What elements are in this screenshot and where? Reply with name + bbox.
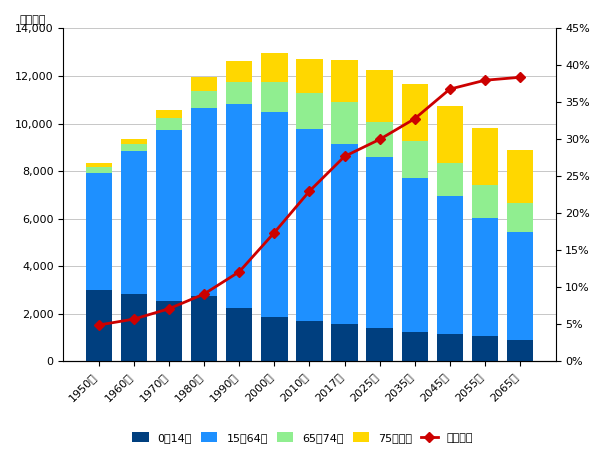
- 高齢化率: [446, 86, 453, 92]
- Bar: [226, 104, 252, 308]
- 高齢化率: [341, 154, 348, 159]
- Bar: [402, 141, 428, 178]
- Bar: [86, 163, 112, 168]
- Bar: [261, 317, 287, 361]
- 高齢化率: [270, 230, 278, 235]
- Bar: [156, 118, 182, 130]
- Bar: [437, 163, 463, 196]
- 高齢化率: [95, 322, 102, 328]
- Bar: [86, 168, 112, 173]
- 高齢化率: [411, 116, 418, 121]
- Bar: [472, 336, 498, 361]
- Bar: [86, 173, 112, 291]
- Bar: [437, 196, 463, 335]
- Bar: [86, 291, 112, 361]
- Bar: [226, 308, 252, 361]
- Bar: [191, 109, 217, 296]
- Bar: [332, 60, 358, 102]
- Bar: [261, 113, 287, 317]
- Bar: [367, 158, 393, 328]
- 高齢化率: [481, 78, 488, 83]
- Bar: [507, 232, 533, 340]
- Bar: [261, 82, 287, 113]
- Bar: [507, 340, 533, 361]
- 高齢化率: [200, 291, 208, 296]
- Bar: [121, 138, 147, 144]
- Bar: [332, 324, 358, 361]
- Bar: [367, 70, 393, 122]
- Bar: [437, 106, 463, 163]
- Bar: [507, 150, 533, 203]
- Bar: [121, 294, 147, 361]
- Bar: [402, 84, 428, 141]
- Legend: 0～14歳, 15～64歳, 65～74歳, 75歳以上, 高齢化率: 0～14歳, 15～64歳, 65～74歳, 75歳以上, 高齢化率: [126, 427, 479, 449]
- Bar: [156, 110, 182, 118]
- Bar: [402, 178, 428, 332]
- Bar: [191, 77, 217, 91]
- Bar: [191, 296, 217, 361]
- Bar: [332, 143, 358, 324]
- Bar: [121, 144, 147, 151]
- Bar: [437, 335, 463, 361]
- Bar: [191, 91, 217, 109]
- 高齢化率: [235, 269, 243, 275]
- 高齢化率: [306, 188, 313, 194]
- Bar: [472, 217, 498, 336]
- Bar: [226, 61, 252, 83]
- Bar: [296, 59, 322, 93]
- Bar: [472, 186, 498, 217]
- Bar: [121, 151, 147, 294]
- Text: （万人）: （万人）: [19, 15, 45, 25]
- Bar: [296, 93, 322, 128]
- Bar: [296, 321, 322, 361]
- 高齢化率: [516, 74, 523, 80]
- Bar: [367, 328, 393, 361]
- Bar: [367, 122, 393, 158]
- Line: 高齢化率: 高齢化率: [96, 74, 523, 328]
- 高齢化率: [376, 137, 383, 142]
- Bar: [156, 301, 182, 361]
- 高齢化率: [130, 316, 137, 322]
- Bar: [156, 130, 182, 301]
- Bar: [472, 128, 498, 186]
- Bar: [226, 83, 252, 104]
- Bar: [296, 128, 322, 321]
- Bar: [507, 203, 533, 232]
- Bar: [332, 102, 358, 143]
- Bar: [261, 54, 287, 82]
- 高齢化率: [165, 306, 172, 311]
- Bar: [402, 332, 428, 361]
